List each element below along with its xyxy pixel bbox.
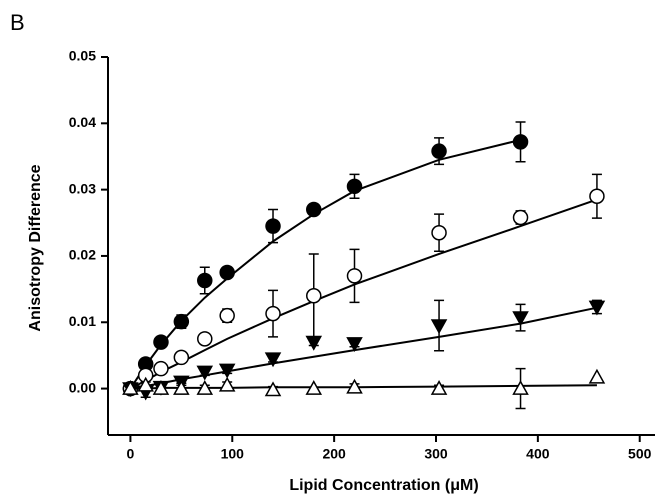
data-point (431, 224, 447, 241)
data-point (122, 380, 139, 395)
x-tick-label: 100 (221, 446, 245, 462)
data-point (219, 307, 235, 324)
data-point (152, 380, 170, 395)
data-point (173, 349, 190, 366)
data-point (589, 188, 605, 205)
y-tick-label: 0.01 (69, 313, 96, 329)
data-point (430, 319, 448, 335)
data-point (137, 376, 154, 392)
data-point (306, 287, 322, 304)
data-point (218, 376, 236, 392)
x-tick-label: 200 (322, 446, 346, 462)
y-tick-label: 0.05 (69, 48, 96, 64)
x-tick-label: 300 (424, 446, 448, 462)
x-tick-label: 500 (628, 446, 652, 462)
data-point (305, 335, 323, 351)
y-axis-title: Anisotropy Difference (27, 164, 44, 331)
data-point (346, 337, 363, 353)
data-point (265, 305, 281, 322)
y-tick-label: 0.04 (69, 114, 96, 130)
data-point (346, 268, 363, 284)
data-point (196, 365, 214, 381)
data-point (305, 380, 323, 395)
panel-label: B (10, 10, 25, 35)
data-point (173, 313, 190, 330)
x-axis-title: Lipid Concentration (μM) (289, 477, 478, 494)
data-point (265, 218, 281, 234)
data-point (512, 380, 529, 395)
data-point (264, 381, 282, 397)
data-point (197, 272, 213, 289)
data-point (197, 331, 213, 347)
data-point (431, 143, 447, 159)
data-point (588, 368, 606, 384)
data-point (153, 334, 169, 350)
data-point (153, 360, 169, 377)
y-tick-label: 0.02 (69, 247, 96, 263)
data-point (512, 209, 529, 226)
data-point (264, 352, 282, 368)
data-point (512, 311, 529, 327)
data-point (346, 178, 363, 195)
data-point (346, 378, 363, 394)
data-point (306, 201, 322, 218)
fit-curve (129, 138, 521, 390)
data-point (219, 264, 235, 281)
data-point (196, 380, 214, 395)
data-point (430, 380, 448, 395)
fit-curve (130, 306, 598, 390)
x-tick-label: 0 (127, 446, 135, 462)
data-point (173, 380, 190, 395)
y-tick-label: 0.03 (69, 180, 96, 196)
data-point (512, 134, 529, 150)
data-point (218, 363, 236, 379)
y-tick-label: 0.00 (69, 379, 96, 395)
data-point (588, 300, 606, 316)
x-tick-label: 400 (526, 446, 550, 462)
